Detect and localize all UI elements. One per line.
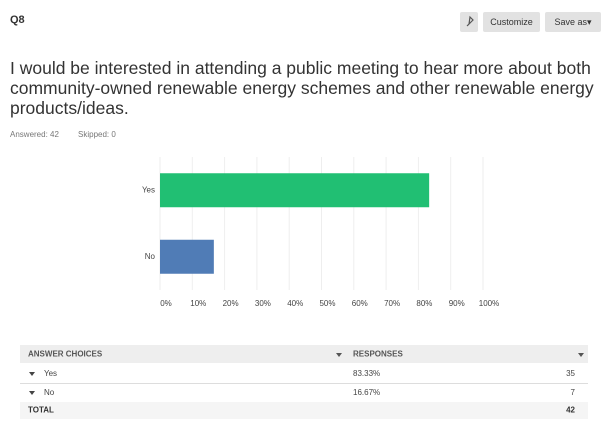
bar <box>160 239 214 274</box>
question-text: I would be interested in attending a pub… <box>10 58 594 118</box>
percent: 16.67% <box>353 388 380 397</box>
percent: 83.33% <box>353 369 380 378</box>
sort-arrow <box>578 353 584 357</box>
x-tick-label: 50% <box>319 299 335 308</box>
table-header: ANSWER CHOICES <box>28 350 103 359</box>
x-tick-label: 100% <box>479 299 499 308</box>
total-label: TOTAL <box>28 406 54 415</box>
table-header: RESPONSES <box>353 350 403 359</box>
customize-button[interactable]: Customize <box>483 12 540 32</box>
x-tick-label: 90% <box>449 299 465 308</box>
pin-button[interactable] <box>460 12 478 32</box>
save-as-label: Save as <box>554 17 587 27</box>
y-tick-label: Yes <box>142 185 155 194</box>
x-tick-label: 40% <box>287 299 303 308</box>
bar <box>160 173 430 208</box>
count: 7 <box>571 388 576 397</box>
x-tick-label: 80% <box>416 299 432 308</box>
count: 35 <box>566 369 575 378</box>
skipped: Skipped: 0 <box>78 130 116 139</box>
choice: No <box>44 388 55 397</box>
x-tick-label: 70% <box>384 299 400 308</box>
total-bg <box>20 402 588 419</box>
answered: Answered: 42 <box>10 130 59 139</box>
choice: Yes <box>44 369 57 378</box>
total-count: 42 <box>566 406 575 415</box>
expand-arrow <box>29 372 35 376</box>
pin-icon <box>466 15 474 27</box>
sort-arrow <box>336 353 342 357</box>
save-as-button[interactable]: Save as▾ <box>545 12 601 32</box>
x-tick-label: 60% <box>352 299 368 308</box>
x-tick-label: 20% <box>223 299 239 308</box>
x-tick-label: 10% <box>190 299 206 308</box>
expand-arrow <box>29 391 35 395</box>
question-number: Q8 <box>10 14 25 26</box>
x-tick-label: 0% <box>160 299 172 308</box>
y-tick-label: No <box>145 252 156 261</box>
x-tick-label: 30% <box>255 299 271 308</box>
table-header-bg <box>20 345 588 363</box>
